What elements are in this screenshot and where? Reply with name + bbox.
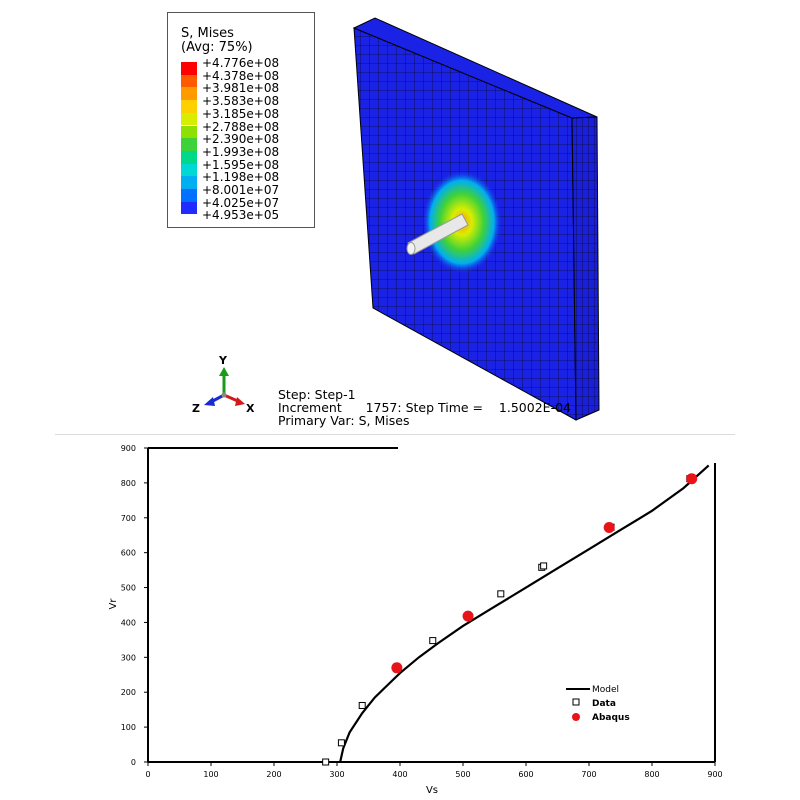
legend-swatch bbox=[181, 201, 197, 215]
y-tick-label: 300 bbox=[121, 653, 136, 662]
x-tick-label: 500 bbox=[455, 770, 470, 779]
rod-projectile bbox=[406, 213, 469, 255]
coordinate-triad bbox=[204, 367, 245, 406]
legend-swatch bbox=[181, 189, 197, 202]
legend-value: +8.001e+07 bbox=[202, 183, 280, 197]
legend-swatch bbox=[181, 74, 197, 88]
data-point bbox=[358, 701, 366, 709]
abaqus-point bbox=[686, 473, 698, 485]
legend-swatch bbox=[181, 112, 197, 126]
x-tick-label: 900 bbox=[707, 770, 722, 779]
increment-label: Increment 1757: Step Time = 1.5002E-04 bbox=[278, 400, 571, 415]
legend-value: +4.776e+08 bbox=[202, 56, 280, 70]
legend-value: +3.981e+08 bbox=[202, 81, 280, 96]
y-tick-label: 200 bbox=[121, 688, 136, 697]
legend-swatch bbox=[181, 176, 197, 189]
y-tick-label: 700 bbox=[121, 514, 136, 523]
legend-value: +4.953e+05 bbox=[202, 208, 280, 223]
legend-swatch bbox=[181, 150, 197, 164]
legend-title: S, Mises bbox=[181, 26, 234, 41]
data-point bbox=[497, 590, 505, 598]
x-tick-label: 100 bbox=[203, 770, 218, 779]
data-point bbox=[337, 739, 345, 747]
legend-swatch bbox=[181, 125, 197, 139]
triad-z-label: Z bbox=[192, 402, 200, 415]
legend-value: +4.025e+07 bbox=[202, 195, 280, 210]
x-tick-label: 300 bbox=[329, 770, 344, 779]
abaqus-viewport: Y X Z S, Mises (Avg: 75%) +4.776e+08 +4.3… bbox=[167, 12, 600, 428]
y-tick-label: 100 bbox=[121, 723, 136, 732]
legend-data-marker bbox=[572, 698, 580, 706]
legend-value: +2.390e+08 bbox=[202, 132, 280, 147]
legend-abaqus-marker bbox=[572, 713, 580, 721]
legend-swatch bbox=[181, 100, 197, 113]
legend-value: +4.378e+08 bbox=[202, 68, 280, 83]
y-tick-label: 600 bbox=[121, 549, 136, 558]
x-tick-label: 800 bbox=[644, 770, 659, 779]
vr-vs-chart: 0 100 200 300 400 500 600 700 800 900 0 100 200 300 40… bbox=[108, 444, 723, 796]
y-tick-label: 900 bbox=[121, 444, 136, 453]
contour-legend: S, Mises (Avg: 75%) +4.776e+08 +4.378e+08… bbox=[167, 12, 315, 228]
x-axis-label: Vs bbox=[426, 785, 438, 796]
x-tick-label: 0 bbox=[145, 770, 150, 779]
legend-subtitle: (Avg: 75%) bbox=[181, 40, 253, 55]
x-tick-label: 200 bbox=[266, 770, 281, 779]
legend-swatch bbox=[181, 138, 197, 151]
legend-value: +2.788e+08 bbox=[202, 119, 280, 134]
legend-value: +3.583e+08 bbox=[202, 94, 280, 109]
plate-side-face bbox=[571, 116, 600, 421]
primary-var-label: Primary Var: S, Mises bbox=[278, 413, 410, 428]
y-axis-label: Vr bbox=[108, 598, 119, 610]
legend-value: +1.198e+08 bbox=[202, 170, 280, 185]
legend-data-label: Data bbox=[592, 699, 616, 709]
y-tick-label: 500 bbox=[121, 584, 136, 593]
step-label: Step: Step-1 bbox=[278, 387, 356, 402]
abaqus-point bbox=[603, 522, 615, 534]
y-tick-label: 400 bbox=[121, 618, 136, 627]
legend-swatch bbox=[181, 87, 197, 101]
panel-separator bbox=[55, 434, 735, 435]
legend-swatch bbox=[181, 62, 197, 75]
legend-abaqus-label: Abaqus bbox=[592, 713, 630, 723]
plate-model-render bbox=[204, 17, 600, 421]
triad-x-label: X bbox=[246, 402, 255, 415]
x-tick-label: 400 bbox=[392, 770, 407, 779]
chart-legend: Model Data Abaqus bbox=[560, 684, 670, 734]
x-tick-label: 600 bbox=[518, 770, 533, 779]
x-tick-label: 700 bbox=[581, 770, 596, 779]
abaqus-point bbox=[462, 610, 474, 622]
legend-swatch bbox=[181, 163, 197, 177]
legend-value: +1.993e+08 bbox=[202, 144, 280, 159]
y-tick-label: 800 bbox=[121, 479, 136, 488]
model-curve bbox=[339, 464, 710, 763]
abaqus-point bbox=[391, 662, 403, 674]
data-point bbox=[429, 637, 437, 645]
data-point bbox=[322, 758, 330, 766]
triad-y-label: Y bbox=[219, 354, 227, 367]
y-tick-label: 0 bbox=[131, 758, 136, 767]
legend-value: +1.595e+08 bbox=[202, 157, 280, 172]
data-point bbox=[540, 562, 548, 570]
legend-model-label: Model bbox=[592, 685, 619, 695]
legend-value: +3.185e+08 bbox=[202, 106, 280, 121]
